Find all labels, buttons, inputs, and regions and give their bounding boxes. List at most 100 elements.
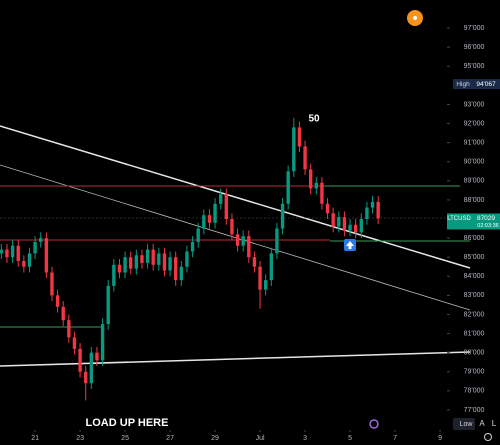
candle-body bbox=[89, 352, 94, 384]
candle-body bbox=[292, 127, 296, 172]
candle-body bbox=[78, 348, 82, 372]
candle-body bbox=[67, 320, 71, 338]
candle-body bbox=[174, 257, 178, 281]
price-marker bbox=[447, 213, 500, 230]
candle-body bbox=[72, 337, 77, 349]
button[interactable] bbox=[453, 418, 475, 430]
candle-body bbox=[241, 236, 245, 246]
x-tick-label: 27 bbox=[166, 435, 174, 442]
candle-body bbox=[235, 234, 240, 246]
price-countdown: 02:03:36 bbox=[477, 223, 498, 229]
candle-body bbox=[331, 213, 335, 227]
y-tick-label: 85'000 bbox=[464, 254, 485, 261]
y-tick-label: 84'000 bbox=[464, 273, 485, 280]
candle-body bbox=[16, 245, 20, 262]
drawings bbox=[0, 125, 471, 367]
candle-body bbox=[359, 219, 363, 233]
candle-body bbox=[252, 257, 257, 267]
x-tick-label: 25 bbox=[121, 435, 129, 442]
candle-body bbox=[123, 257, 127, 273]
x-tick-label: 21 bbox=[31, 435, 39, 442]
candle-body bbox=[162, 253, 167, 271]
icon bbox=[369, 419, 379, 429]
candle-body bbox=[61, 306, 65, 321]
candle-body bbox=[269, 253, 273, 281]
candle-body bbox=[213, 203, 217, 223]
x-tick-label: 5 bbox=[348, 435, 352, 442]
y-tick-label: 82'000 bbox=[464, 311, 485, 318]
candle-body bbox=[275, 228, 279, 254]
candle-body bbox=[0, 249, 4, 254]
price-value: 87029 bbox=[477, 215, 495, 222]
y-tick-label: 91'000 bbox=[464, 139, 485, 146]
candle-body bbox=[314, 182, 318, 189]
candle-body bbox=[151, 249, 155, 265]
candle-body bbox=[219, 194, 223, 204]
auto-button[interactable]: A bbox=[479, 419, 485, 428]
high-value: 94'067 bbox=[476, 81, 496, 88]
candle-body bbox=[145, 249, 150, 263]
candle-body bbox=[263, 280, 268, 290]
candle-body bbox=[286, 171, 290, 204]
y-tick-label: 96'000 bbox=[464, 44, 485, 51]
candle-body bbox=[230, 219, 234, 235]
y-tick-label: 78'000 bbox=[464, 388, 485, 395]
candle-body bbox=[280, 203, 285, 229]
trend-line bbox=[0, 164, 471, 311]
x-tick-label: 7 bbox=[393, 435, 397, 442]
annotation: 50 bbox=[308, 114, 320, 125]
x-tick-label: Jul bbox=[256, 435, 265, 442]
candle-body bbox=[365, 207, 369, 220]
high-label: High bbox=[456, 81, 470, 88]
candle-body bbox=[258, 266, 262, 290]
candle-body bbox=[247, 236, 251, 258]
candle-body bbox=[22, 261, 26, 267]
trend-line bbox=[0, 125, 471, 269]
y-tick-label: 86'000 bbox=[464, 235, 485, 242]
candle-body bbox=[129, 257, 133, 269]
candle-body bbox=[10, 245, 15, 258]
trend-line bbox=[0, 351, 471, 367]
candle-body bbox=[337, 217, 341, 227]
y-tick-label: 97'000 bbox=[464, 25, 485, 32]
y-tick-label: 93'000 bbox=[464, 101, 485, 108]
candle-body bbox=[376, 201, 380, 219]
y-tick-label: 79'000 bbox=[464, 369, 485, 376]
candle-body bbox=[370, 201, 375, 208]
candle-body bbox=[84, 371, 88, 384]
x-tick-label: 3 bbox=[303, 435, 307, 442]
candle-body bbox=[224, 194, 228, 220]
candle-body bbox=[207, 215, 212, 223]
log-button[interactable]: L bbox=[492, 419, 497, 428]
candle-body bbox=[33, 241, 37, 254]
annotation: LOAD UP HERE bbox=[86, 417, 169, 429]
candle-body bbox=[190, 241, 195, 252]
candle-body bbox=[297, 127, 302, 147]
x-tick-label: 9 bbox=[438, 435, 442, 442]
candle-body bbox=[353, 224, 358, 233]
x-tick-label: 29 bbox=[211, 435, 219, 442]
y-tick-label: 89'000 bbox=[464, 178, 485, 185]
low-button[interactable]: Low bbox=[460, 421, 474, 428]
candle-body bbox=[100, 324, 105, 361]
candle-body bbox=[348, 224, 352, 231]
candle-body bbox=[157, 253, 161, 265]
candle-body bbox=[140, 255, 144, 263]
buy-arrow bbox=[346, 241, 354, 249]
candle-body bbox=[55, 295, 60, 307]
candle-body bbox=[168, 257, 172, 271]
candle-body bbox=[39, 238, 43, 242]
candle-body bbox=[303, 146, 307, 170]
candle-body bbox=[27, 253, 32, 267]
candle-body bbox=[50, 272, 54, 296]
candle-body bbox=[5, 249, 9, 258]
settings-button[interactable] bbox=[484, 433, 492, 441]
y-tick-label: 80'000 bbox=[464, 350, 485, 357]
candle-body bbox=[202, 215, 206, 229]
price-symbol: LTCUSD bbox=[447, 216, 471, 222]
candle-body bbox=[196, 228, 200, 242]
candle-body bbox=[342, 217, 347, 231]
